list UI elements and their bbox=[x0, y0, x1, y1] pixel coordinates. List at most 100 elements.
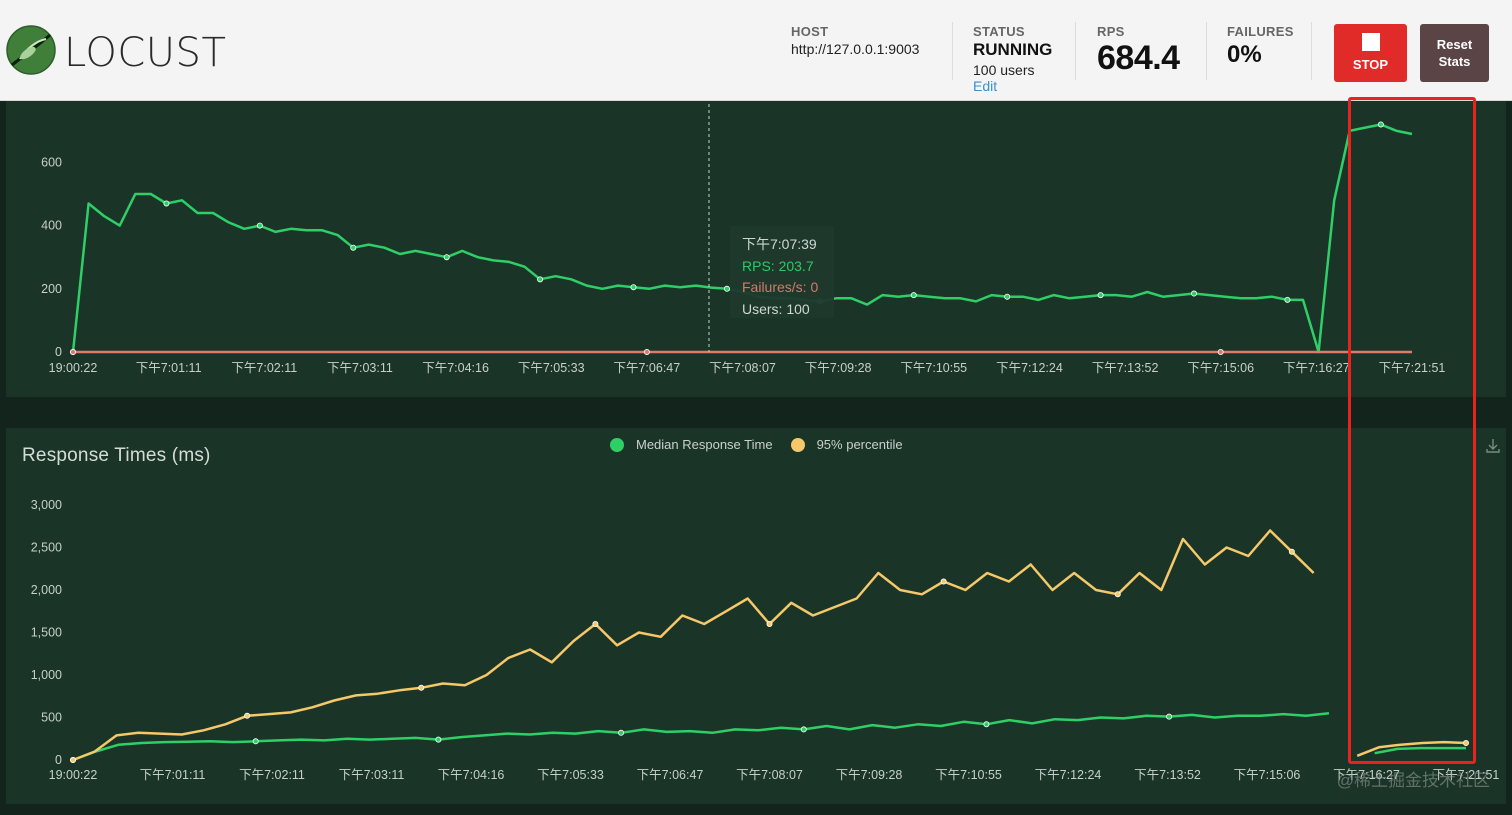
reset-stats-button[interactable]: Reset Stats bbox=[1420, 24, 1489, 82]
x-tick-label: 19:00:22 bbox=[49, 361, 98, 375]
status-label: STATUS bbox=[973, 24, 1025, 39]
y-tick-label: 600 bbox=[41, 155, 62, 169]
rps-stat: RPS 684.4 bbox=[1097, 24, 1180, 78]
x-tick-label: 下午7:04:16 bbox=[422, 361, 489, 375]
data-point bbox=[1463, 739, 1470, 746]
y-tick-label: 500 bbox=[41, 711, 62, 725]
failures-stat: FAILURES 0% bbox=[1227, 24, 1294, 69]
data-point bbox=[435, 736, 442, 743]
x-tick-label: 下午7:15:06 bbox=[1187, 361, 1254, 375]
x-tick-label: 下午7:05:33 bbox=[518, 361, 585, 375]
data-point bbox=[800, 726, 807, 733]
x-tick-label: 下午7:02:11 bbox=[231, 361, 297, 375]
host-label: HOST bbox=[791, 24, 829, 39]
y-tick-label: 2,000 bbox=[31, 583, 62, 597]
x-tick-label: 下午7:21:51 bbox=[1433, 768, 1500, 782]
stop-label: STOP bbox=[1352, 57, 1389, 72]
data-point bbox=[1114, 591, 1121, 598]
x-tick-label: 下午7:04:16 bbox=[438, 768, 505, 782]
stats-label: Stats bbox=[1438, 54, 1471, 69]
divider bbox=[1311, 22, 1312, 80]
x-tick-label: 下午7:03:11 bbox=[339, 768, 405, 782]
divider bbox=[1075, 22, 1076, 80]
legend-dot-icon bbox=[610, 437, 624, 452]
legend-item-median[interactable]: Median Response Time bbox=[610, 437, 773, 452]
data-point bbox=[443, 254, 450, 261]
app-logo-text: LOCUST bbox=[64, 30, 227, 76]
divider bbox=[952, 22, 953, 80]
data-point bbox=[244, 712, 251, 719]
tooltip-rps: RPS: 203.7 bbox=[742, 257, 814, 274]
y-tick-label: 0 bbox=[55, 345, 62, 359]
highlight-annotation-box bbox=[1348, 97, 1476, 764]
x-tick-label: 下午7:16:27 bbox=[1283, 361, 1350, 375]
x-tick-label: 下午7:05:33 bbox=[537, 768, 604, 782]
x-tick-label: 下午7:03:11 bbox=[327, 361, 393, 375]
data-point bbox=[70, 756, 77, 763]
data-point bbox=[1284, 296, 1291, 303]
y-tick-label: 1,000 bbox=[31, 668, 62, 682]
data-point bbox=[70, 348, 77, 355]
data-point bbox=[940, 578, 947, 585]
data-point bbox=[350, 244, 357, 251]
top-navigation-bar: LOCUST HOST http://127.0.0.1:9003 STATUS… bbox=[0, 0, 1512, 101]
stop-icon bbox=[1361, 33, 1380, 51]
data-point bbox=[1288, 548, 1295, 555]
x-tick-label: 下午7:08:07 bbox=[709, 361, 776, 375]
legend-dot-icon bbox=[790, 437, 805, 452]
user-count: 100 users bbox=[973, 62, 1035, 78]
data-point bbox=[592, 620, 599, 627]
data-point bbox=[1004, 293, 1011, 300]
data-point bbox=[1217, 348, 1224, 355]
x-tick-label: 下午7:06:47 bbox=[637, 768, 704, 782]
data-point bbox=[537, 276, 544, 283]
data-point bbox=[1191, 290, 1198, 297]
x-tick-label: 19:00:22 bbox=[49, 768, 98, 782]
x-tick-label: 下午7:16:27 bbox=[1333, 768, 1400, 782]
download-icon[interactable] bbox=[1484, 437, 1502, 455]
y-tick-label: 0 bbox=[55, 753, 62, 767]
host-value: http://127.0.0.1:9003 bbox=[791, 41, 920, 57]
data-point bbox=[163, 200, 170, 207]
response-times-chart-panel: Response Times (ms) Median Response Time… bbox=[6, 428, 1506, 804]
watermark-text: @稀土掘金技术社区 bbox=[1336, 771, 1490, 790]
data-point bbox=[1097, 292, 1104, 299]
legend-label: Median Response Time bbox=[636, 437, 773, 452]
y-tick-label: 200 bbox=[41, 282, 62, 296]
legend-item-p95[interactable]: 95% percentile bbox=[790, 437, 903, 452]
data-point bbox=[256, 222, 263, 229]
tooltip-users: Users: 100 bbox=[742, 300, 810, 317]
reset-label: Reset bbox=[1436, 37, 1473, 52]
divider bbox=[1206, 22, 1207, 80]
y-tick-label: 400 bbox=[41, 219, 62, 233]
series-line bbox=[72, 529, 1467, 762]
locust-logo-icon bbox=[6, 25, 56, 75]
chart-legend: Median Response Time 95% percentile bbox=[610, 437, 913, 452]
x-tick-label: 下午7:06:47 bbox=[613, 361, 680, 375]
x-tick-label: 下午7:10:55 bbox=[900, 361, 967, 375]
data-point bbox=[910, 292, 917, 299]
failures-label: FAILURES bbox=[1227, 24, 1294, 39]
x-tick-label: 下午7:12:24 bbox=[996, 361, 1063, 375]
x-tick-label: 下午7:13:52 bbox=[1092, 361, 1159, 375]
x-tick-label: 下午7:15:06 bbox=[1234, 768, 1301, 782]
x-tick-label: 下午7:21:51 bbox=[1379, 361, 1446, 375]
tooltip-failures: Failures/s: 0 bbox=[742, 279, 819, 295]
data-point bbox=[1377, 121, 1384, 128]
data-point bbox=[618, 729, 625, 736]
response-times-chart[interactable]: 0 500 1,000 1,500 2,000 2,500 3,000 19:00:22 下午7… bbox=[6, 428, 1506, 804]
x-tick-label: 下午7:12:24 bbox=[1035, 768, 1102, 782]
status-stat: STATUS RUNNING 100 users Edit bbox=[973, 24, 1052, 94]
data-point bbox=[252, 738, 259, 745]
status-value: RUNNING bbox=[973, 40, 1053, 59]
rps-label: RPS bbox=[1097, 24, 1125, 39]
y-tick-label: 2,500 bbox=[31, 541, 62, 555]
x-tick-label: 下午7:08:07 bbox=[736, 768, 803, 782]
edit-users-link[interactable]: Edit bbox=[973, 78, 998, 94]
y-tick-label: 1,500 bbox=[31, 626, 62, 640]
series-line bbox=[72, 712, 1466, 762]
x-tick-label: 下午7:13:52 bbox=[1134, 768, 1201, 782]
data-point bbox=[723, 285, 730, 292]
x-tick-label: 下午7:09:28 bbox=[805, 361, 872, 375]
stop-button[interactable]: STOP bbox=[1334, 24, 1407, 82]
